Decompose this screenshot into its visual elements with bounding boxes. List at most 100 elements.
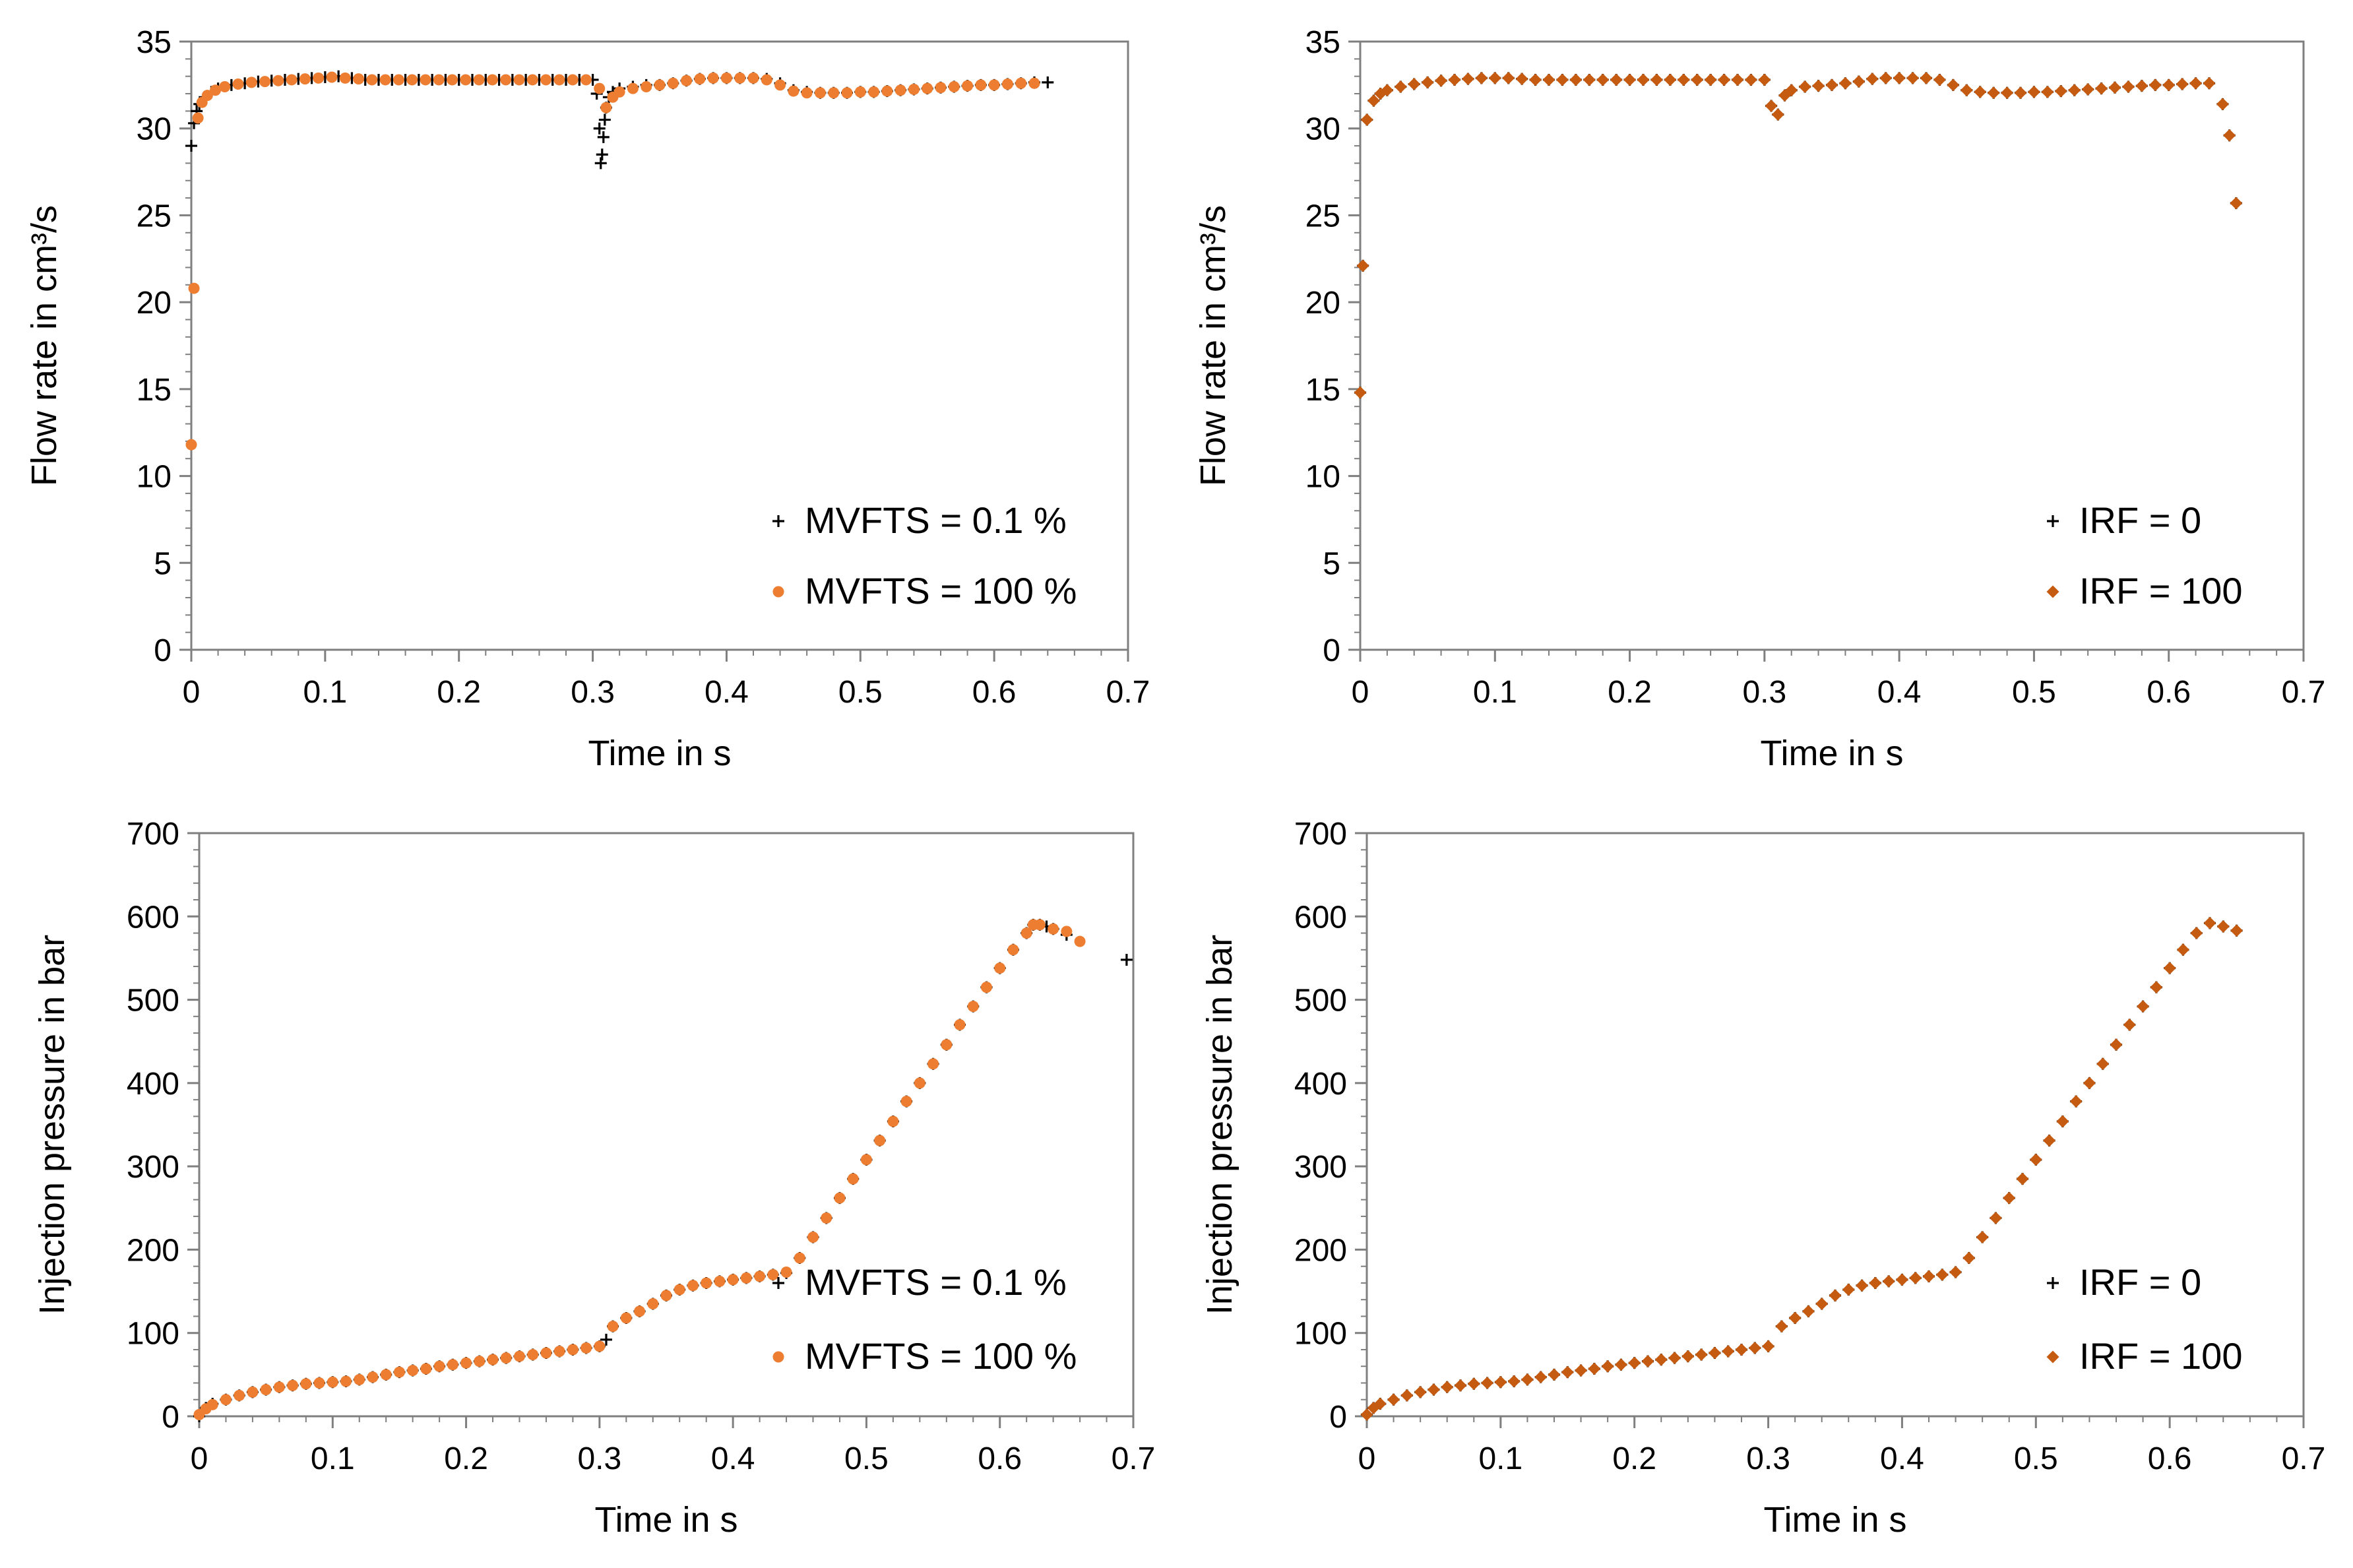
- data-point: [814, 87, 826, 99]
- data-point: [192, 112, 204, 124]
- data-point: [701, 1277, 712, 1289]
- data-point: [188, 282, 200, 294]
- data-point: [447, 74, 458, 86]
- data-point: [2216, 98, 2229, 111]
- x-tick-label: 0.2: [1612, 1441, 1656, 1476]
- data-point: [1920, 71, 1933, 84]
- data-point: [687, 1280, 699, 1292]
- data-point: [788, 85, 800, 97]
- legend-marker: [2047, 515, 2059, 527]
- series-2: [1360, 916, 2243, 1421]
- y-tick-label: 10: [1305, 460, 1340, 495]
- data-point: [841, 87, 853, 99]
- data-point: [406, 74, 418, 86]
- data-point: [1989, 1211, 2002, 1224]
- data-point: [1074, 935, 1086, 947]
- data-point: [2016, 1172, 2029, 1185]
- x-tick-label: 0.2: [1608, 675, 1652, 710]
- data-point: [1048, 923, 1059, 935]
- data-point: [1815, 1298, 1829, 1311]
- x-tick-label: 0: [183, 675, 201, 710]
- x-tick-label: 0.4: [705, 675, 749, 710]
- data-point: [1502, 71, 1515, 84]
- data-point: [1922, 1270, 1935, 1283]
- data-point: [1949, 1266, 1962, 1279]
- data-point: [1614, 1358, 1627, 1371]
- y-tick-label: 100: [1294, 1317, 1347, 1352]
- data-point: [580, 1342, 592, 1354]
- x-axis-title: Time in s: [1760, 734, 1903, 773]
- data-point: [780, 1267, 792, 1278]
- legend: MVFTS = 0.1 % MVFTS = 100 %: [772, 1261, 1077, 1377]
- data-point: [1708, 1346, 1721, 1360]
- data-point: [1825, 78, 1838, 92]
- data-point: [1601, 1360, 1614, 1373]
- data-point: [1947, 78, 1960, 92]
- data-point: [941, 1039, 953, 1051]
- data-point: [2123, 1018, 2136, 1031]
- data-point: [526, 74, 538, 86]
- legend-label: IRF = 0: [2079, 1261, 2201, 1303]
- data-point: [641, 80, 652, 92]
- y-tick-label: 30: [137, 112, 172, 147]
- data-point: [1856, 1279, 1869, 1292]
- y-tick-label: 15: [137, 373, 172, 408]
- plot-area-border: [1365, 832, 2305, 1418]
- data-point: [567, 1344, 579, 1356]
- data-point: [1441, 1381, 1454, 1394]
- plot-area-border: [198, 832, 1135, 1418]
- data-point: [1650, 73, 1663, 86]
- legend-marker: [772, 1351, 784, 1363]
- y-tick-label: 600: [1294, 900, 1347, 935]
- data-point: [1895, 1273, 1908, 1286]
- y-tick-label: 20: [137, 286, 172, 321]
- data-point: [740, 1272, 752, 1284]
- legend-label: MVFTS = 0.1 %: [805, 1261, 1067, 1303]
- data-point: [734, 72, 746, 84]
- data-point: [420, 1363, 432, 1375]
- data-point: [994, 962, 1006, 974]
- data-point: [1529, 73, 1542, 86]
- legend-label: IRF = 100: [2079, 1335, 2242, 1377]
- data-point: [247, 1386, 259, 1398]
- data-point: [594, 1340, 606, 1352]
- data-point: [513, 1350, 525, 1362]
- data-point: [339, 72, 351, 84]
- data-point: [2014, 86, 2027, 100]
- data-point: [1677, 73, 1690, 86]
- data-point: [1798, 80, 1811, 93]
- y-tick-label: 5: [1323, 546, 1340, 581]
- data-point: [2135, 79, 2149, 92]
- data-point: [600, 102, 612, 113]
- x-tick-label: 0.5: [2014, 1441, 2058, 1476]
- data-point: [620, 1312, 632, 1324]
- data-point: [761, 74, 772, 86]
- y-tick-label: 500: [1294, 984, 1347, 1019]
- data-point: [681, 75, 693, 86]
- data-point: [1960, 84, 1973, 97]
- data-point: [607, 1321, 619, 1333]
- data-point: [206, 1398, 218, 1410]
- data-point: [433, 1360, 445, 1372]
- x-tick-label: 0.3: [571, 675, 615, 710]
- data-point: [2189, 77, 2203, 90]
- data-point: [210, 84, 222, 96]
- x-tick-label: 0.1: [1473, 675, 1517, 710]
- data-point: [540, 1347, 552, 1359]
- legend: MVFTS = 0.1 % MVFTS = 100 %: [772, 499, 1077, 612]
- data-point: [1488, 71, 1501, 84]
- data-point: [1387, 1393, 1400, 1406]
- data-point: [2054, 84, 2067, 98]
- data-point: [597, 131, 610, 143]
- data-point: [1641, 1355, 1654, 1368]
- data-point: [593, 122, 606, 135]
- data-point: [1448, 73, 1461, 86]
- data-point: [2110, 1038, 2123, 1051]
- data-point: [540, 74, 552, 86]
- y-tick-label: 35: [137, 25, 172, 60]
- data-point: [326, 71, 338, 83]
- data-point: [1596, 73, 1610, 86]
- data-point: [1879, 71, 1893, 84]
- y-tick-label: 600: [127, 900, 179, 935]
- y-axis-title: Flow rate in cm³/s: [1193, 205, 1233, 486]
